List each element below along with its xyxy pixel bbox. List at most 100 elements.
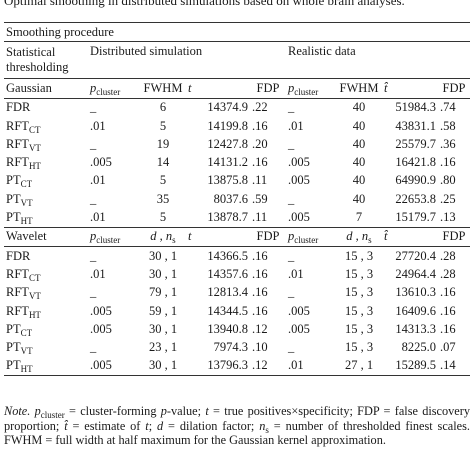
cell-subscript: VT (20, 346, 33, 357)
cell: _ (90, 248, 97, 263)
stat-header-line: thresholding (6, 60, 69, 75)
cell-subscript: s (368, 235, 372, 246)
stat-header-line: Statistical (6, 45, 56, 60)
column-header: t̂ (382, 226, 438, 247)
row-label: RFTHT (4, 153, 88, 171)
data-row: PTCT .005 30 , 1 13940.8.12.005 15 , 3 14313.… (4, 320, 470, 338)
cell: .74 (440, 100, 456, 115)
cell: 14366.5 (207, 248, 248, 263)
data-row: RFTVT _ 79 , 1 12813.4.16 _ 15 , 3 13610.3.16 (4, 284, 470, 302)
data-row: RFTCT .01 5 14199.8.16.01 40 43831.1.58 (4, 117, 470, 135)
row-label: PTVT (4, 190, 88, 208)
cell: 43831.1 (395, 118, 436, 133)
cell: 5 (159, 210, 167, 225)
cell-text: RFT (6, 155, 29, 170)
cell: 22653.8 (395, 191, 436, 206)
cell: 30 , 1 (140, 356, 186, 377)
column-header: FWHM (140, 78, 186, 99)
cell-subscript: HT (20, 216, 33, 227)
cell-text: RFT (6, 118, 29, 133)
row-label: RFTCT (4, 265, 88, 283)
data-row: RFTHT .005 59 , 1 14344.5.16.005 15 , 3 16409… (4, 302, 470, 320)
cell: 16409.6 (395, 303, 436, 318)
data-row: PTVT _ 23 , 1 7974.3.10 _ 15 , 3 8225.0.07 (4, 338, 470, 356)
table-body: Smoothing procedure Statistical threshold… (4, 21, 471, 377)
data-row: RFTCT .01 30 , 1 14357.6.16.01 15 , 3 24964.4… (4, 265, 470, 283)
cell-subscript: VT (28, 291, 41, 302)
cell: 8225.0 (401, 340, 436, 355)
note-part: Note. (4, 404, 31, 418)
row-label: RFTHT (4, 302, 88, 320)
cell: .22 (252, 100, 268, 115)
stat-header: Statistical thresholding (4, 41, 88, 80)
cell-text: d , n (150, 229, 173, 244)
cell: 15 , 3 (344, 340, 374, 355)
data-row: RFTHT .005 14 14131.2.16.005 40 16421.8.16 (4, 153, 470, 171)
column-header: t (186, 226, 250, 247)
data-row: PTHT .01 5 13878.7.11.005 7 15179.7.13 (4, 208, 470, 227)
cell: .28 (440, 248, 456, 263)
cell: _ (90, 340, 97, 355)
cell: .005 (288, 321, 310, 336)
cell: 6 (159, 100, 167, 115)
cell: .01 (90, 118, 106, 133)
column-header: FDP (438, 226, 471, 247)
cell: 14131.2 (207, 155, 248, 170)
cell-subscript: CT (28, 124, 41, 135)
note-part: t̂ (64, 418, 68, 433)
cell: 15 , 3 (344, 321, 374, 336)
cell: .12 (252, 321, 268, 336)
cell: .59 (252, 191, 268, 206)
cell: _ (90, 136, 97, 151)
cell: .005 (88, 356, 140, 377)
cell: 14199.8 (207, 118, 248, 133)
cell: 40 (352, 136, 366, 151)
cell: _ (90, 100, 97, 115)
cell: _ (288, 248, 295, 263)
cell: .80 (440, 173, 456, 188)
note-part: -value; (166, 404, 206, 418)
note-part: = estimate of (67, 418, 146, 433)
cell: .28 (440, 266, 456, 281)
cell-text: FDR (6, 100, 31, 115)
cell-subscript: CT (20, 327, 33, 338)
cell-text: PT (6, 191, 21, 206)
cell-text: PT (6, 340, 21, 355)
data-row: RFTVT _ 19 12427.8.20 _ 40 25579.7.36 (4, 135, 470, 153)
data-row: FDR _ 6 14374.9 .22 _ 40 51984.3 .74 (4, 98, 470, 117)
column-header: FDP (438, 78, 471, 99)
note-part: = dilation factor; (163, 418, 260, 433)
cell: .07 (440, 340, 456, 355)
cell: .005 (90, 155, 112, 170)
cell: 30 , 1 (148, 266, 178, 281)
cell: .16 (440, 321, 456, 336)
cell: .16 (440, 285, 456, 300)
cell: .16 (252, 155, 268, 170)
column-header: d , ns (140, 226, 186, 247)
cell: 35 (156, 191, 170, 206)
column-header: Wavelet (4, 226, 88, 247)
cell: _ (90, 285, 97, 300)
cell: 14357.6 (207, 266, 248, 281)
cell: 59 , 1 (148, 303, 178, 318)
cell: .13 (440, 210, 456, 225)
note-part: t (145, 418, 149, 433)
cell: .16 (440, 155, 456, 170)
cell: .58 (440, 118, 456, 133)
cell-subscript: cluster (294, 235, 319, 246)
cell: 64990.9 (395, 173, 436, 188)
cell-subscript: VT (20, 197, 33, 208)
column-header: t̂ (382, 78, 438, 99)
group-header-row: Smoothing procedure (4, 21, 471, 43)
cell: _ (288, 285, 295, 300)
cell: .36 (440, 136, 456, 151)
note-part: = cluster-forming (64, 404, 161, 418)
note-part: n (259, 418, 266, 433)
cell: 14344.5 (207, 303, 248, 318)
note-part: d (156, 418, 164, 433)
row-label: FDR (4, 98, 88, 117)
cell: 12813.4 (207, 285, 248, 300)
cell-text: t (188, 80, 192, 95)
cell: 15 , 3 (344, 285, 374, 300)
cell: _ (288, 100, 295, 115)
